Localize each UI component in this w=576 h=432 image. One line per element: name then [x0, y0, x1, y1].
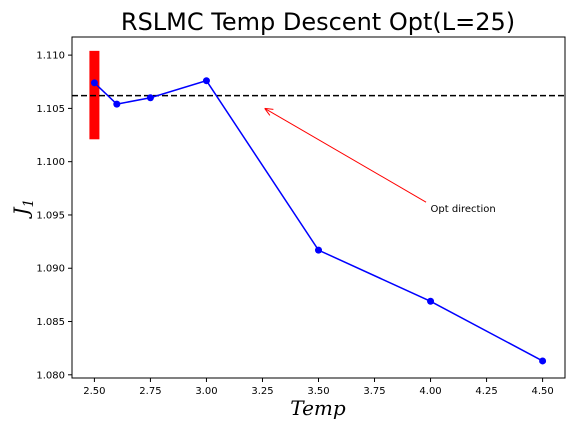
data-point-0-4 — [315, 246, 322, 254]
series-line-0 — [93, 79, 543, 362]
y-tick-label: 1.100 — [36, 157, 65, 168]
y-axis-label: J1 — [9, 199, 37, 220]
x-tick-label: 2.75 — [139, 386, 161, 397]
x-tick-label: 3.25 — [251, 386, 273, 397]
x-tick-label: 4.00 — [419, 386, 441, 397]
x-axis: 2.50 2.75 3.00 3.25 3.50 3.75 4.00 4.25 4.50 — [83, 378, 554, 397]
x-axis-label: Temp — [290, 396, 346, 420]
annotation-text: Opt direction — [431, 204, 496, 215]
y-tick-label: 1.095 — [36, 210, 65, 221]
x-tick-label: 3.50 — [307, 386, 329, 397]
y-tick-label: 1.090 — [36, 264, 65, 275]
x-tick-label: 4.50 — [531, 386, 553, 397]
chart-title: RSLMC Temp Descent Opt(L=25) — [121, 8, 515, 36]
y-tick-label: 1.080 — [36, 370, 65, 381]
data-point-0-3 — [202, 77, 210, 85]
x-tick-label: 3.75 — [363, 386, 385, 397]
y-tick-label: 1.105 — [36, 104, 65, 115]
data-point-0-2 — [146, 94, 154, 102]
data-point-0-0 — [90, 79, 98, 87]
y-axis-label-main: J — [9, 206, 33, 219]
data-point-0-6 — [539, 357, 547, 365]
x-tick-label: 2.50 — [83, 386, 105, 397]
y-axis-label-group: J1 — [9, 199, 37, 220]
y-axis-label-subscript: 1 — [21, 199, 37, 208]
y-tick-label: 1.085 — [36, 317, 65, 328]
x-tick-label: 4.25 — [475, 386, 497, 397]
data-point-0-1 — [113, 100, 121, 108]
y-axis: 1.080 1.085 1.090 1.095 1.100 1.105 1.110 — [36, 51, 72, 381]
x-tick-label: 3.00 — [195, 386, 217, 397]
annotation-arrow — [264, 107, 427, 203]
y-tick-label: 1.110 — [36, 51, 65, 62]
data-point-0-5 — [427, 297, 435, 305]
